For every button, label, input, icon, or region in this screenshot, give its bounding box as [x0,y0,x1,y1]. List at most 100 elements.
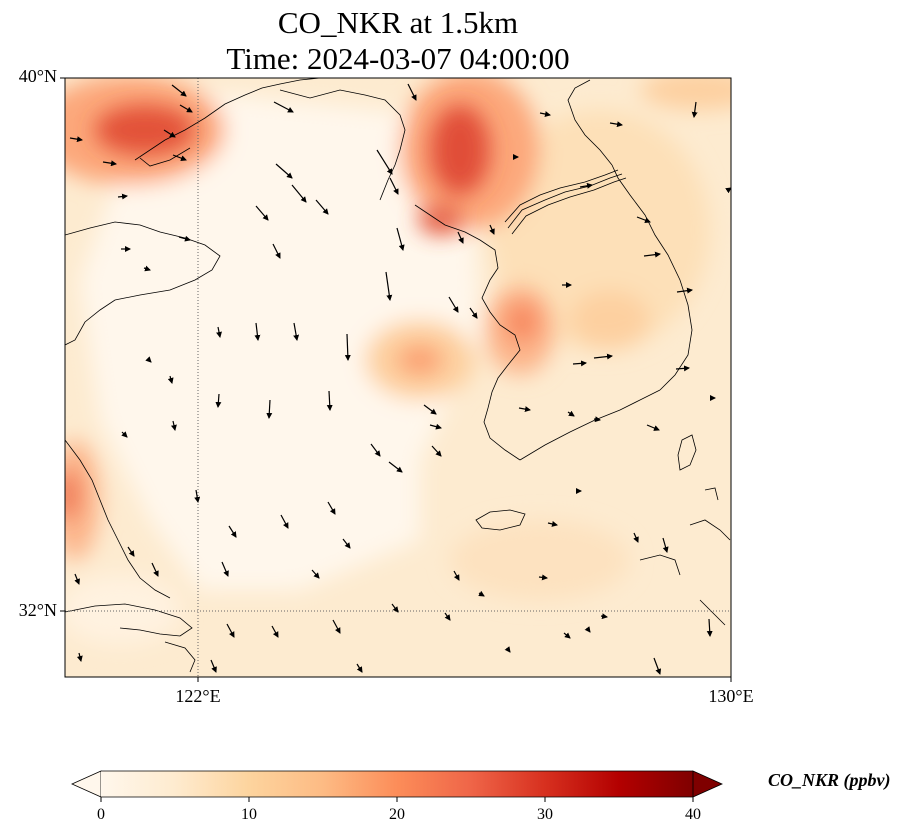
wind-arrow [271,625,279,638]
wind-arrow [344,333,351,361]
colorbar-extend-low [71,770,102,798]
wind-arrow [593,416,601,423]
colorbar-tick-40: 40 [685,806,701,823]
map-frame [64,77,732,678]
wind-arrow [291,184,307,203]
wind-arrow [593,353,613,360]
wind-arrow [489,224,495,235]
wind-arrow [327,501,336,515]
wind-arrow [391,603,399,613]
wind-arrow [226,623,235,638]
wind-arrow [178,235,191,242]
wind-arrow [448,296,459,313]
north-korea-border [504,169,627,235]
wind-arrow [504,646,511,653]
lon-label-130e: 130°E [708,686,754,706]
wind-arrow [143,265,151,272]
axis-ticks [60,77,732,682]
wind-arrow [579,182,593,189]
colorbar-tick-30: 30 [537,806,553,823]
wind-arrow [74,573,80,585]
wind-arrow [266,399,273,419]
colorbar-tick-0: 0 [97,806,105,823]
wind-arrow [254,322,261,341]
wind-arrow [633,532,639,543]
wind-arrow [215,393,222,408]
wind-arrow [376,149,393,175]
wind-arrow [457,231,464,244]
wind-arrow [145,356,152,363]
wind-arrow [171,84,187,97]
wind-arrow [518,406,531,413]
wind-arrow [469,307,478,319]
wind-arrow [76,652,83,662]
wind-arrow [662,537,669,553]
wind-arrow [429,423,442,430]
wind-arrow [547,520,558,527]
wind-arrow [643,251,661,258]
kyushu [639,487,731,626]
wind-arrow [326,390,333,411]
bohai-north-coast [279,89,406,201]
wind-arrow [221,561,229,577]
lat-label-32n: 32°N [18,600,57,620]
map-title-line-2: Time: 2024-03-07 04:00:00 [226,41,570,76]
wind-arrow [691,101,698,118]
yangtze-estuary [65,603,196,673]
wind-arrow [210,659,217,673]
wind-arrow [228,525,237,538]
jeju-island [475,509,526,531]
wind-arrow [275,163,293,179]
wind-arrow [653,657,662,675]
wind-arrow [538,574,548,581]
wind-arrow [102,160,117,167]
korea-east-coast [611,164,693,391]
wind-arrow [151,562,159,577]
co-concentration-map [60,77,732,682]
wind-arrow [706,618,713,637]
lat-label-40n: 40°N [18,66,57,86]
wind-arrow [170,420,177,431]
wind-arrow [636,216,651,224]
wind-arrow [121,431,128,438]
shandong-south-coast [65,439,171,599]
wind-arrow [273,101,294,113]
wind-arrow [431,445,442,457]
korea-west-coast [414,204,521,461]
wind-arrow [675,365,690,372]
china-coastline [65,221,221,346]
wind-arrow [332,619,341,634]
wind-arrow [311,569,320,579]
wind-arrow [163,129,176,138]
wind-arrow [572,360,587,367]
north-korea-east [567,79,613,166]
wind-arrow [407,83,417,101]
colorbar [71,770,723,802]
wind-arrow [117,193,128,200]
wind-arrow [293,322,300,341]
wind-arrow [563,632,571,639]
wind-arrow [280,514,289,529]
wind-arrow [478,590,485,597]
liaodong-peninsula [134,78,321,167]
wind-arrow [172,154,187,162]
wind-arrow [423,404,437,415]
wind-arrow [676,287,693,294]
wind-arrow [356,663,363,673]
wind-vectors [69,83,731,675]
wind-arrow [69,136,83,143]
wind-arrow [272,243,281,259]
wind-arrow [194,489,201,503]
tsushima [677,434,697,471]
wind-arrow [370,443,381,457]
wind-arrow [609,121,623,128]
wind-arrow [444,612,451,621]
wind-arrow [396,227,405,251]
wind-arrow [646,424,660,431]
wind-arrow [389,177,399,195]
wind-arrow [453,570,460,581]
concentration-field [65,78,731,677]
colorbar-label: CO_NKR (ppbv) [768,770,891,790]
map-title-line-1: CO_NKR at 1.5km [277,5,519,40]
colorbar-tick-10: 10 [241,806,257,823]
